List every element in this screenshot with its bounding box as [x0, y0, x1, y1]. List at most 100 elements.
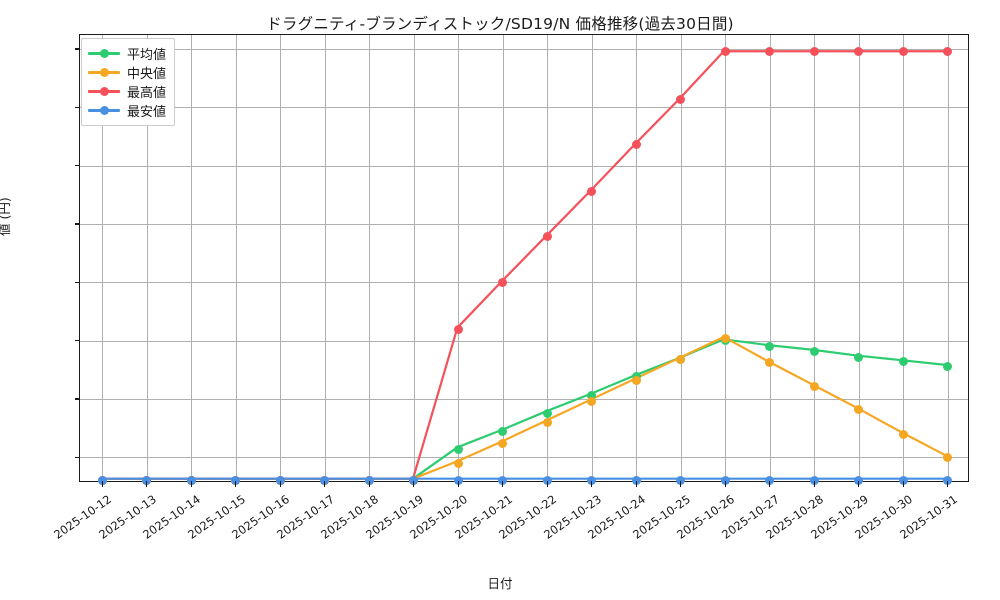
x-axis-tick	[279, 481, 281, 487]
data-point-marker	[676, 94, 686, 104]
data-point-marker	[453, 458, 463, 468]
gridline-horizontal	[80, 282, 968, 284]
data-point-marker	[453, 444, 463, 454]
data-point-marker	[542, 232, 552, 242]
data-point-marker	[498, 427, 508, 437]
gridline-vertical	[502, 35, 504, 481]
x-axis-tick	[101, 481, 103, 487]
gridline-vertical	[191, 35, 193, 481]
x-axis-tick	[680, 481, 682, 487]
legend-dot-icon	[99, 106, 109, 115]
gridline-vertical	[280, 35, 282, 481]
data-point-marker	[854, 476, 864, 486]
y-axis-tick	[74, 48, 80, 50]
legend-item-label: 平均値	[127, 48, 167, 63]
data-point-marker	[809, 381, 819, 391]
data-point-marker	[943, 46, 953, 56]
x-axis-tick	[457, 481, 459, 487]
gridline-vertical	[947, 35, 949, 481]
legend-item[interactable]: 最高値	[88, 82, 166, 101]
x-axis-tick	[324, 481, 326, 487]
data-point-marker	[587, 186, 597, 196]
gridline-vertical	[903, 35, 905, 481]
data-point-marker	[765, 342, 775, 351]
gridline-vertical	[458, 35, 460, 481]
data-point-marker	[720, 476, 730, 486]
gridline-vertical	[814, 35, 816, 481]
legend-dot-icon	[99, 87, 109, 96]
data-point-marker	[587, 476, 597, 486]
gridline-vertical	[146, 35, 148, 481]
y-axis-tick	[74, 106, 80, 108]
series-lines-layer	[101, 50, 947, 480]
data-point-marker	[809, 46, 819, 56]
data-point-marker	[854, 46, 864, 56]
legend-swatch-icon	[88, 86, 120, 98]
y-axis-tick	[74, 340, 80, 342]
x-axis-tick	[769, 481, 771, 487]
data-point-marker	[542, 408, 552, 418]
data-point-marker	[97, 476, 107, 486]
legend-item[interactable]: 最安値	[88, 101, 166, 120]
data-point-marker	[809, 476, 819, 486]
gridline-vertical	[324, 35, 326, 481]
gridline-vertical	[769, 35, 771, 481]
y-axis-tick	[74, 223, 80, 225]
data-point-marker	[631, 476, 641, 486]
data-point-marker	[542, 417, 552, 427]
x-axis-tick	[546, 481, 548, 487]
gridline-horizontal	[80, 399, 968, 400]
chart-legend: 平均値中央値最高値 最安値	[81, 38, 176, 126]
gridline-vertical	[413, 35, 415, 481]
grid-layer	[80, 35, 968, 481]
data-point-marker	[275, 476, 285, 486]
legend-item-label: 中央値	[127, 67, 167, 82]
data-point-marker	[676, 476, 686, 486]
legend-swatch-icon	[88, 67, 120, 79]
x-axis-tick	[724, 481, 726, 487]
data-point-marker	[854, 405, 864, 414]
data-point-marker	[898, 429, 908, 439]
data-point-marker	[898, 357, 908, 367]
y-axis-tick	[74, 456, 80, 458]
legend-dot-icon	[99, 68, 109, 77]
x-axis-tick	[146, 481, 148, 487]
x-axis-tick	[858, 481, 860, 487]
x-axis-tick	[947, 481, 949, 487]
gridline-vertical	[102, 35, 104, 481]
data-point-marker	[498, 277, 508, 287]
series-markers-layer	[80, 35, 968, 486]
data-point-marker	[587, 396, 597, 406]
x-axis-tick	[190, 481, 192, 487]
x-axis-tick	[635, 481, 637, 487]
data-point-marker	[498, 476, 508, 486]
gridline-vertical	[591, 35, 593, 481]
gridline-vertical	[858, 35, 860, 481]
data-point-marker	[809, 346, 819, 356]
data-point-marker	[142, 476, 152, 486]
gridline-horizontal	[80, 224, 968, 225]
data-point-marker	[453, 476, 463, 486]
legend-item[interactable]: 中央値	[88, 63, 166, 82]
data-point-marker	[409, 476, 419, 486]
y-axis-title: 値 (円)	[0, 197, 12, 236]
data-point-marker	[765, 358, 775, 368]
gridline-horizontal	[80, 165, 968, 167]
gridline-horizontal	[80, 49, 968, 50]
data-point-marker	[631, 375, 641, 385]
gridline-horizontal	[80, 107, 968, 109]
x-axis-tick	[235, 481, 237, 487]
x-axis-tick	[902, 481, 904, 487]
legend-item-label: 最高値	[127, 86, 167, 101]
legend-item[interactable]: 平均値	[88, 44, 166, 63]
gridline-vertical	[235, 35, 237, 481]
data-point-marker	[943, 361, 953, 371]
gridline-vertical	[680, 35, 682, 481]
data-point-marker	[943, 476, 953, 486]
data-point-marker	[498, 438, 508, 448]
data-point-marker	[898, 476, 908, 486]
data-point-marker	[364, 476, 374, 486]
data-point-marker	[765, 46, 775, 56]
data-point-marker	[898, 46, 908, 56]
